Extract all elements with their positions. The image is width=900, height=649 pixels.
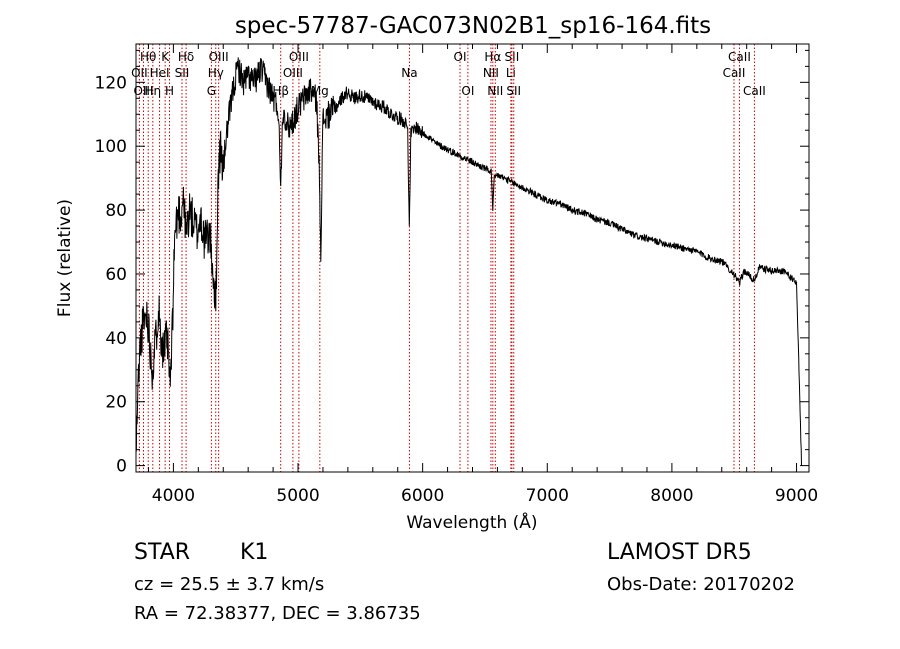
marker-label: SII xyxy=(175,66,190,80)
marker-label: Na xyxy=(401,66,417,80)
marker-label: NII xyxy=(483,66,499,80)
y-tick-label: 60 xyxy=(105,265,127,285)
y-tick-label: 0 xyxy=(116,457,127,477)
x-tick-label: 7000 xyxy=(526,486,569,506)
x-tick-label: 4000 xyxy=(152,486,195,506)
marker-label: Hη xyxy=(145,84,162,98)
chart-title: spec-57787-GAC073N02B1_sp16-164.fits xyxy=(235,13,711,39)
y-axis-label: Flux (relative) xyxy=(55,199,75,317)
x-tick-label: 9000 xyxy=(775,486,818,506)
redshift-value: cz = 25.5 ± 3.7 km/s xyxy=(134,574,325,595)
marker-label: Li xyxy=(506,66,516,80)
marker-label: K xyxy=(161,50,170,64)
survey-name: LAMOST DR5 xyxy=(607,540,752,565)
marker-label: OI xyxy=(461,84,474,98)
marker-label: OIII xyxy=(283,66,303,80)
object-class: STAR xyxy=(134,540,191,565)
y-tick-label: 40 xyxy=(105,329,127,349)
marker-label: OII xyxy=(131,66,148,80)
marker-label: Hβ xyxy=(272,84,289,98)
marker-label: Hδ xyxy=(178,50,194,64)
y-tick-label: 100 xyxy=(95,137,127,157)
y-tick-label: 80 xyxy=(105,201,127,221)
object-subclass: K1 xyxy=(240,540,269,565)
marker-label: Hγ xyxy=(208,66,224,80)
marker-label: CaII xyxy=(728,50,751,64)
x-tick-label: 5000 xyxy=(276,486,319,506)
marker-label: CaII xyxy=(743,84,766,98)
marker-label: Hα xyxy=(484,50,501,64)
marker-label: OIII xyxy=(133,84,153,98)
marker-label: G xyxy=(207,84,216,98)
marker-label: NII xyxy=(487,84,503,98)
marker-label: SII xyxy=(505,50,520,64)
marker-label: Hθ xyxy=(140,50,156,64)
marker-label: OIII xyxy=(209,50,229,64)
marker-label: H xyxy=(165,84,174,98)
coordinates: RA = 72.38377, DEC = 3.86735 xyxy=(134,603,421,624)
x-tick-label: 6000 xyxy=(401,486,444,506)
marker-label: OI xyxy=(454,50,467,64)
y-tick-label: 120 xyxy=(95,73,127,93)
observation-date: Obs-Date: 20170202 xyxy=(607,574,795,595)
x-tick-label: 8000 xyxy=(650,486,693,506)
marker-label: SII xyxy=(506,84,521,98)
marker-label: CaII xyxy=(723,66,746,80)
spectrum-line xyxy=(135,57,802,466)
marker-label: OIII xyxy=(289,50,309,64)
axes: 4000 5000 6000 7000 8000 9000 0 20 40 60 80 100 120 xyxy=(95,44,818,506)
x-axis-label: Wavelength (Å) xyxy=(406,511,537,533)
y-tick-label: 20 xyxy=(105,393,127,413)
marker-label: HeI xyxy=(150,66,170,80)
